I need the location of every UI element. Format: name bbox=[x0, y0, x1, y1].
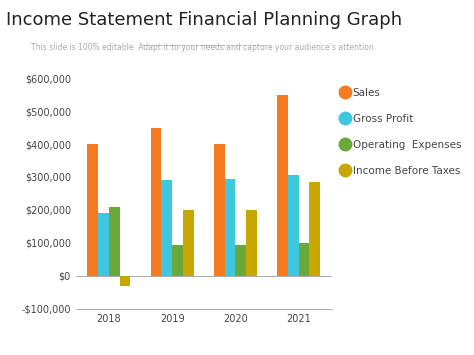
Bar bbox=[246, 210, 257, 276]
Bar bbox=[151, 127, 162, 276]
Bar bbox=[310, 182, 320, 276]
Bar bbox=[109, 207, 120, 276]
Bar bbox=[88, 144, 98, 276]
Legend: Sales, Gross Profit, Operating  Expenses, Income Before Taxes: Sales, Gross Profit, Operating Expenses,… bbox=[342, 88, 461, 176]
Bar bbox=[214, 144, 225, 276]
Text: This slide is 100% editable. Adapt it to your needs and capture your audience’s : This slide is 100% editable. Adapt it to… bbox=[31, 43, 376, 51]
Bar bbox=[183, 210, 194, 276]
Bar bbox=[277, 94, 288, 276]
Bar bbox=[120, 276, 130, 286]
Bar bbox=[162, 180, 172, 276]
Bar bbox=[98, 213, 109, 276]
Bar bbox=[172, 245, 183, 276]
Bar bbox=[299, 243, 310, 276]
Bar bbox=[236, 245, 246, 276]
Bar bbox=[225, 179, 236, 276]
Text: Income Statement Financial Planning Graph: Income Statement Financial Planning Grap… bbox=[6, 11, 402, 29]
Bar bbox=[288, 175, 299, 276]
